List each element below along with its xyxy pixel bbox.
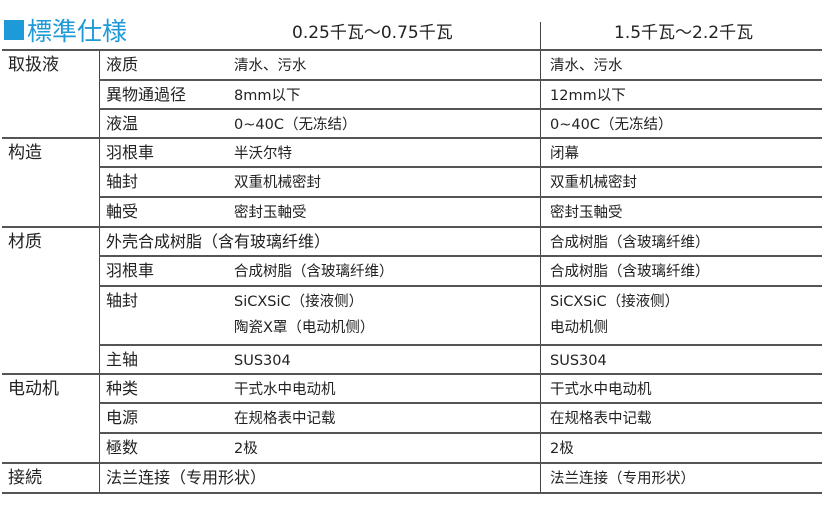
row-item-label: 液质 <box>106 55 139 74</box>
divider-columns <box>540 22 541 494</box>
divider-category <box>99 50 100 494</box>
title-text: 標準仕様 <box>27 17 128 46</box>
value-large-model: SUS304 <box>550 353 607 369</box>
row-rule <box>2 137 822 139</box>
value-small-model: 8mm以下 <box>234 88 301 104</box>
column-header-large: 1.5千瓦～2.2千瓦 <box>614 23 754 43</box>
value-small-model: SUS304 <box>234 353 291 369</box>
row-item-label: 外壳合成树脂（含有玻璃纤维） <box>106 232 331 251</box>
row-item-label: 異物通過径 <box>106 85 187 104</box>
category-label: 材质 <box>8 232 42 252</box>
row-rule <box>99 196 822 198</box>
value-large-model: 合成树脂（含玻璃纤维） <box>550 235 710 251</box>
value-large-model: 法兰连接（专用形状） <box>550 471 695 487</box>
value-small-model: 2极 <box>234 441 258 457</box>
row-rule <box>2 462 822 464</box>
value-small-model: 0~40C（无冻结） <box>234 117 357 133</box>
category-label: 构造 <box>8 143 42 163</box>
value-large-model: 合成树脂（含玻璃纤维） <box>550 264 710 280</box>
row-item-label: 羽根車 <box>106 261 155 280</box>
value-small-model: 密封玉軸受 <box>234 205 307 221</box>
value-large-model: 电动机侧 <box>550 320 608 336</box>
value-small-model: 合成树脂（含玻璃纤维） <box>234 264 394 280</box>
row-item-label: 主轴 <box>106 350 139 369</box>
row-item-label: 轴封 <box>106 291 139 310</box>
value-small-model: 双重机械密封 <box>234 175 321 191</box>
title-square-icon <box>4 20 24 40</box>
value-small-model: 在规格表中记载 <box>234 411 336 427</box>
row-rule <box>2 373 822 375</box>
category-label: 接続 <box>8 468 42 488</box>
rule-top <box>2 49 822 51</box>
row-item-label: 电源 <box>106 408 139 427</box>
value-large-model: 双重机械密封 <box>550 175 637 191</box>
row-rule <box>99 402 822 404</box>
category-label: 电动机 <box>8 379 59 399</box>
value-large-model: 清水、污水 <box>550 58 623 74</box>
value-small-model: 陶瓷X罩（电动机侧） <box>234 320 375 336</box>
value-large-model: 干式水中电动机 <box>550 382 652 398</box>
row-rule <box>99 344 822 346</box>
value-small-model: SiCXSiC（接液侧） <box>234 294 364 310</box>
row-item-label: 法兰连接（专用形状） <box>106 468 267 487</box>
value-large-model: 2极 <box>550 441 574 457</box>
section-title: 標準仕様 <box>4 12 127 48</box>
row-rule <box>99 166 822 168</box>
row-rule <box>2 492 822 494</box>
row-item-label: 种类 <box>106 379 139 398</box>
row-rule <box>99 79 822 81</box>
value-small-model: 清水、污水 <box>234 58 307 74</box>
row-rule <box>99 432 822 434</box>
value-large-model: 在规格表中记载 <box>550 411 652 427</box>
row-rule <box>2 226 822 228</box>
row-item-label: 轴封 <box>106 172 139 191</box>
row-rule <box>99 255 822 257</box>
row-rule <box>99 285 822 287</box>
row-item-label: 極数 <box>106 438 139 457</box>
value-large-model: 12mm以下 <box>550 88 626 104</box>
value-large-model: 密封玉軸受 <box>550 205 623 221</box>
row-item-label: 羽根車 <box>106 143 155 162</box>
column-header-small: 0.25千瓦～0.75千瓦 <box>292 23 453 43</box>
value-small-model: 干式水中电动机 <box>234 382 336 398</box>
row-rule <box>99 108 822 110</box>
value-small-model: 半沃尔特 <box>234 146 292 162</box>
value-large-model: 0~40C（无冻结） <box>550 117 673 133</box>
category-label: 取扱液 <box>8 55 59 75</box>
row-item-label: 軸受 <box>106 202 139 221</box>
value-large-model: SiCXSiC（接液侧） <box>550 294 680 310</box>
row-item-label: 液温 <box>106 114 139 133</box>
value-large-model: 闭幕 <box>550 146 579 162</box>
